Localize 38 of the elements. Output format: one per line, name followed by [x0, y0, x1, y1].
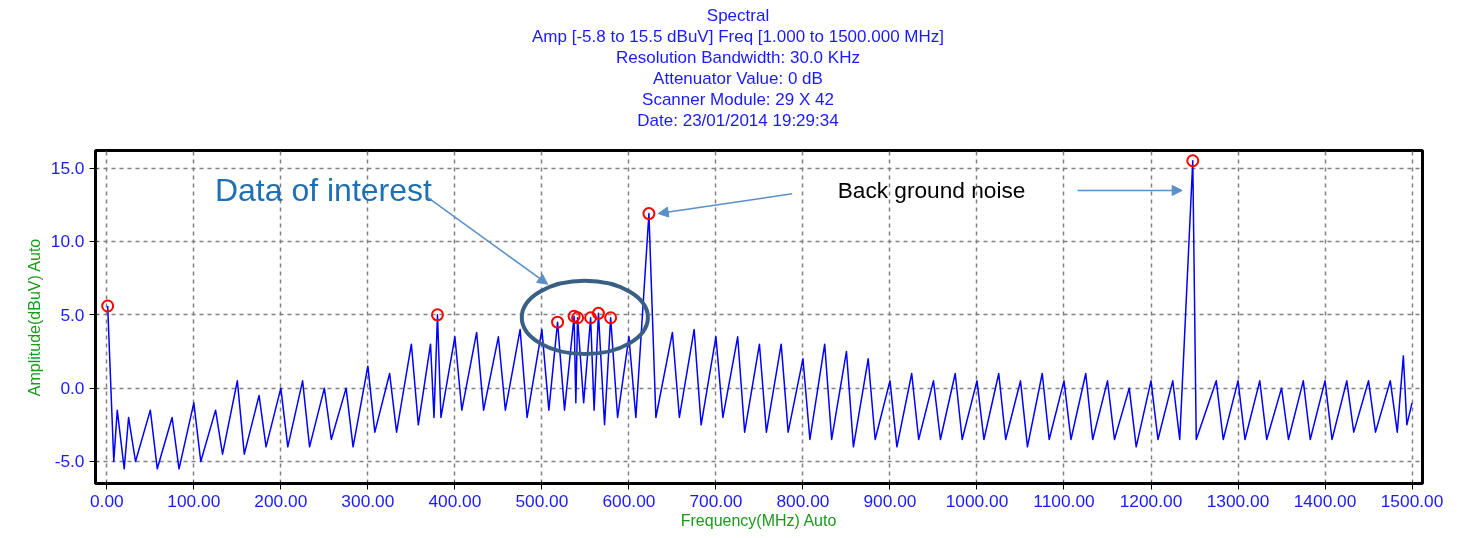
x-tick-label: 0.00 — [89, 490, 124, 511]
y-tick-label: -5.0 — [54, 451, 85, 472]
x-tick-label: 100.00 — [167, 490, 221, 511]
x-axis-title: Frequency(MHz) Auto — [680, 511, 837, 529]
x-tick-label: 900.00 — [863, 490, 917, 511]
x-tick-label: 400.00 — [428, 490, 482, 511]
x-tick-label: 1000.00 — [945, 490, 1009, 511]
x-tick-label: 200.00 — [254, 490, 308, 511]
point — [604, 311, 618, 325]
y-tick-label: 0.0 — [60, 378, 85, 399]
point — [591, 306, 605, 320]
point — [101, 299, 115, 313]
x-tick-label: 800.00 — [776, 490, 830, 511]
point — [430, 308, 444, 322]
x-tick-label: 1100.00 — [1033, 490, 1095, 511]
x-tick-label: 1200.00 — [1119, 490, 1183, 511]
annotation: Data of interest — [214, 172, 433, 209]
y-tick-label: 15.0 — [50, 158, 85, 179]
y-axis-title: Amplitude(dBuV) Auto — [25, 238, 43, 397]
y-tick-label: 5.0 — [60, 304, 85, 325]
x-tick-label: 700.00 — [689, 490, 743, 511]
point — [567, 309, 581, 323]
point — [551, 315, 565, 329]
chart-title: Spectral — [705, 5, 771, 26]
x-tick-label: 500.00 — [515, 490, 569, 511]
point — [584, 311, 598, 325]
point — [642, 207, 656, 221]
x-tick-label: 1400.00 — [1293, 490, 1357, 511]
y-tick-label: 10.0 — [50, 231, 85, 252]
x-tick-label: 600.00 — [602, 490, 656, 511]
x-tick-label: 300.00 — [341, 490, 395, 511]
point — [571, 311, 585, 325]
annotation: Back ground noise — [837, 177, 1026, 204]
chart-subtitle: Amp [-5.8 to 15.5 dBuV] Freq [1.000 to 1500.000 MHz] Resolution Bandwidth: 30.0 KHz Attenuator Value: 0 dB Scanner Module: 29 X 42 Date: 23/01/2014 19:29:34 — [531, 26, 945, 131]
point — [1186, 154, 1200, 168]
x-tick-label: 1500.00 — [1380, 490, 1444, 511]
x-tick-label: 1300.00 — [1206, 490, 1270, 511]
line-series — [106, 160, 1413, 470]
